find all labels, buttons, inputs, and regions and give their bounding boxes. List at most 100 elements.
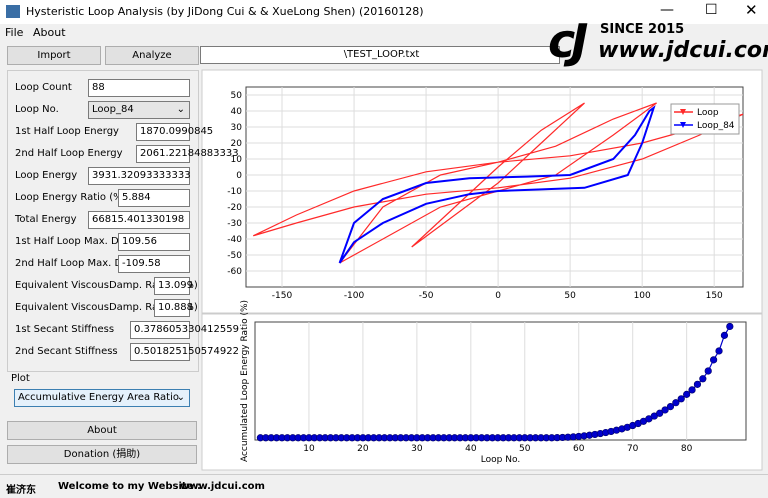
data-point <box>715 347 723 355</box>
plot-selection: Accumulative Energy Area Ratio <box>18 392 179 403</box>
plot-area <box>254 321 747 441</box>
field-value: 109.56 <box>118 233 190 251</box>
y-axis-label: Accumulated Loop Energy Ratio (%) <box>240 300 250 462</box>
title-bar: Hysteristic Loop Analysis (by JiDong Cui… <box>0 0 768 24</box>
plot-area <box>245 86 744 288</box>
x-tick-label: 100 <box>634 291 651 301</box>
y-tick-label: 40 <box>231 107 243 117</box>
field-value: 10.888 <box>154 299 193 317</box>
data-point <box>693 380 702 388</box>
x-tick-label: -100 <box>344 291 365 301</box>
about-button[interactable]: About <box>7 421 197 440</box>
file-path[interactable]: \TEST_LOOP.txt <box>200 46 560 64</box>
field-label: Loop Energy <box>15 170 78 181</box>
field-label: Loop No. <box>15 104 59 115</box>
x-tick-label: 70 <box>627 444 639 454</box>
data-point <box>672 399 680 407</box>
field-value: 0.378605330412559 <box>130 321 239 339</box>
field-value: 88 <box>88 79 190 97</box>
field-label: 1st Secant Stiffness <box>15 324 115 335</box>
analyze-button[interactable]: Analyze <box>105 46 199 65</box>
y-tick-label: 50 <box>231 91 243 101</box>
x-axis-label: Loop No. <box>481 455 520 465</box>
x-tick-label: 150 <box>706 291 723 301</box>
data-point <box>656 409 664 417</box>
window-title: Hysteristic Loop Analysis (by JiDong Cui… <box>26 5 424 18</box>
data-point <box>666 403 675 411</box>
close[interactable]: ✕ <box>745 1 758 19</box>
x-tick-label: -50 <box>419 291 434 301</box>
legend-marker <box>680 109 686 115</box>
field-value[interactable]: Loop_84 ⌄ <box>88 101 190 119</box>
y-tick-label: -10 <box>227 187 242 197</box>
y-tick-label: -40 <box>227 235 242 245</box>
x-tick-label: -150 <box>272 291 293 301</box>
field-label: 1st Half Loop Max. Disp <box>15 236 134 247</box>
y-tick-label: 30 <box>231 123 243 133</box>
minimize[interactable]: — <box>660 2 674 18</box>
status-author: 崔济东 <box>6 485 36 496</box>
data-point <box>704 367 712 375</box>
status-bar: 崔济东 Welcome to my Website : www.jdcui.co… <box>0 474 768 498</box>
data-point <box>683 390 691 398</box>
field-label: 2nd Secant Stiffness <box>15 346 118 357</box>
dropdown-arrow: ⌄ <box>176 104 185 115</box>
field-label: Equivalent ViscousDamp. Ratio2 (%) <box>15 302 198 313</box>
field-value: 3931.32093333333 <box>88 167 191 185</box>
dropdown-arrow: ⌄ <box>176 392 185 403</box>
y-tick-label: -30 <box>227 219 242 229</box>
legend-label: Loop <box>697 108 719 118</box>
field-label: 2nd Half Loop Energy <box>15 148 123 159</box>
maximize[interactable]: ☐ <box>705 2 718 18</box>
y-tick-label: 0 <box>236 171 242 181</box>
y-tick-label: 10 <box>231 155 243 165</box>
data-point <box>720 331 729 339</box>
menu-file[interactable]: File <box>5 26 24 39</box>
x-tick-label: 60 <box>573 444 585 454</box>
field-label: Total Energy <box>15 214 77 225</box>
plot-label: Plot <box>11 373 30 384</box>
y-tick-label: -50 <box>227 251 242 261</box>
field-label: Loop Count <box>15 82 72 93</box>
data-point <box>661 406 669 414</box>
data-point <box>677 395 685 403</box>
field-value: 66815.401330198 <box>88 211 190 229</box>
y-tick-label: -20 <box>227 203 242 213</box>
logo-mark: cJ <box>548 14 588 68</box>
field-label: 2nd Half Loop Max. Disp <box>15 258 137 269</box>
legend-marker <box>680 122 686 128</box>
field-label: Loop Energy Ratio (%) <box>15 192 127 203</box>
x-tick-label: 30 <box>411 444 423 454</box>
y-tick-label: 20 <box>231 139 243 149</box>
x-tick-label: 50 <box>564 291 576 301</box>
field-label: Equivalent ViscousDamp. Ratio1 (%) <box>15 280 198 291</box>
field-value: 2061.22184883333 <box>136 145 239 163</box>
x-tick-label: 50 <box>519 444 531 454</box>
field-value: -109.58 <box>118 255 190 273</box>
x-tick-label: 20 <box>357 444 369 454</box>
logo-since: SINCE 2015 <box>600 22 685 37</box>
status-welcome: Welcome to my Website : <box>58 481 201 492</box>
x-tick-label: 80 <box>681 444 693 454</box>
logo-url: www.jdcui.com <box>598 38 768 63</box>
menu-about[interactable]: About <box>33 26 66 39</box>
legend-label: Loop_84 <box>697 121 735 131</box>
field-value: 0.501825150574922 <box>130 343 239 361</box>
donation-button[interactable]: Donation (捐助) <box>7 445 197 464</box>
status-url: www.jdcui.com <box>180 481 265 492</box>
app-icon <box>6 5 20 18</box>
field-value: 13.099 <box>154 277 193 295</box>
x-tick-label: 10 <box>303 444 315 454</box>
field-label: 1st Half Loop Energy <box>15 126 119 137</box>
data-point <box>726 322 734 331</box>
field-value: 1870.0990845 <box>136 123 213 141</box>
x-tick-label: 0 <box>495 291 501 301</box>
data-point <box>699 375 707 383</box>
plot-select[interactable]: Accumulative Energy Area Ratio ⌄ <box>14 389 190 407</box>
import-button[interactable]: Import <box>7 46 101 65</box>
data-point <box>710 356 718 364</box>
data-point <box>688 386 696 394</box>
y-tick-label: -60 <box>227 267 242 277</box>
